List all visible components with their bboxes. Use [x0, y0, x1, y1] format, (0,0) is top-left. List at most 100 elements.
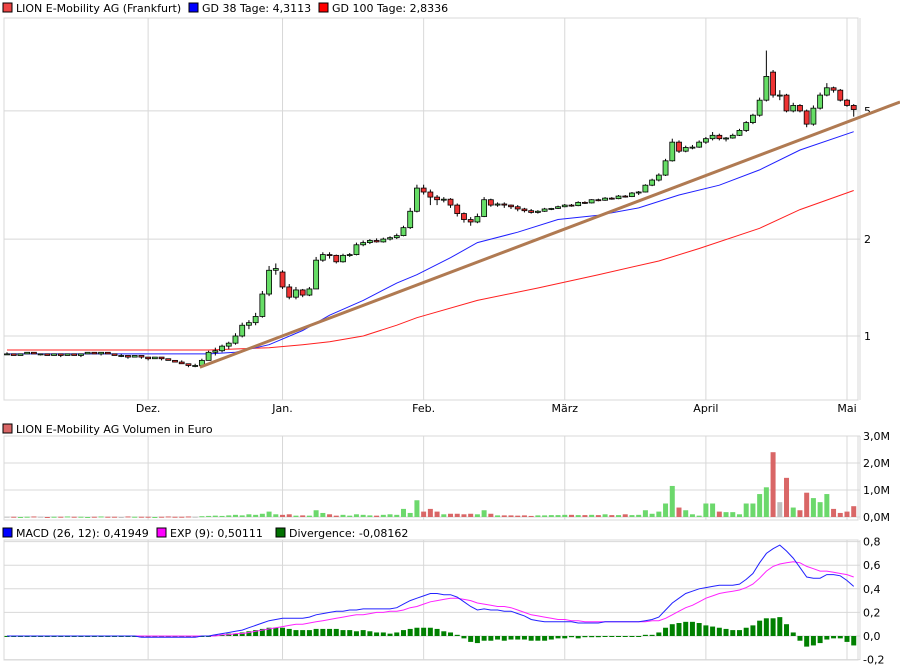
divergence-bar [327, 628, 333, 636]
divergence-bar [454, 634, 460, 636]
volume-bar [78, 516, 84, 518]
candle-body [729, 134, 736, 139]
candle-body [306, 288, 313, 296]
volume-axis-tick-label: 1,0M [863, 484, 890, 497]
candle [575, 201, 582, 207]
volume-bar [11, 516, 17, 518]
volume-bar [112, 516, 118, 518]
candle [770, 70, 776, 98]
month-tick-label: Feb. [412, 402, 435, 415]
divergence-bar [273, 627, 279, 636]
volume-bar [407, 512, 413, 517]
macd-axis-tick-label: 0,2 [863, 606, 881, 619]
volume-bar [743, 503, 749, 517]
volume-bar [730, 512, 736, 517]
candle-body [763, 76, 770, 101]
divergence-bar [468, 636, 474, 642]
volume-bar [293, 515, 299, 517]
volume-bar [374, 515, 380, 517]
candle [508, 204, 514, 209]
candle-body [104, 351, 111, 355]
volume-bar [676, 507, 682, 517]
divergence-bar [266, 627, 272, 636]
divergence-bar [555, 636, 561, 639]
candle-body [803, 110, 810, 125]
candle-body [642, 184, 649, 193]
divergence-bar [851, 636, 857, 646]
candle-body [790, 105, 797, 112]
volume-bar [199, 516, 205, 518]
candle [212, 347, 219, 356]
candle-body [286, 286, 293, 298]
candle [676, 140, 682, 154]
volume-legend-label: LION E-Mobility AG Volumen in Euro [16, 423, 213, 436]
candle [474, 213, 481, 224]
divergence-bar [548, 636, 554, 640]
price-legend-label: LION E-Mobility AG (Frankfurt) [16, 2, 181, 15]
candle [185, 363, 192, 368]
volume-bar [98, 516, 104, 518]
divergence-bar [407, 628, 413, 636]
candle-body [575, 201, 582, 207]
candle [131, 355, 138, 358]
candle [293, 286, 299, 300]
volume-bar [152, 517, 158, 518]
candle-body [178, 361, 185, 365]
candle-body [279, 271, 286, 288]
volume-bar [488, 513, 494, 517]
candle-body [561, 204, 568, 208]
divergence-bar [232, 633, 238, 636]
candle-body [508, 204, 514, 208]
divergence-bar [763, 618, 769, 636]
candle-body [608, 197, 615, 200]
candle [205, 350, 212, 361]
candle [844, 98, 850, 107]
divergence-bar [138, 636, 144, 638]
candle [414, 184, 420, 213]
candle [30, 351, 37, 355]
gd38-legend-label: GD 38 Tage: 4,3113 [202, 2, 311, 15]
volume-bar [340, 514, 346, 517]
candle [709, 132, 716, 141]
volume-bar [616, 515, 622, 517]
candle-body [111, 353, 118, 356]
volume-bar [636, 514, 642, 517]
candle [642, 184, 649, 193]
candle-body [615, 195, 622, 200]
candle-body [844, 99, 850, 106]
candle [326, 252, 333, 259]
divergence-bar [293, 630, 299, 636]
candle [259, 290, 266, 318]
divergence-legend-swatch [275, 527, 286, 538]
volume-bar [313, 510, 319, 517]
candle-body [17, 353, 24, 356]
macd-panel: -0,2 0,0 0,2 0,4 0,6 0,8 [3, 536, 884, 667]
macd-legend-swatch [2, 527, 13, 538]
candle [461, 212, 467, 223]
candle [494, 202, 501, 207]
volume-bar [266, 511, 272, 517]
candle-body [24, 351, 31, 355]
volume-bar [622, 514, 628, 517]
candle [823, 83, 830, 97]
candle-body [555, 206, 561, 209]
volume-bar [51, 516, 57, 518]
divergence-bar [790, 632, 796, 636]
divergence-bar [723, 628, 729, 636]
candle [319, 252, 326, 262]
volume-bar [414, 500, 420, 517]
candle [608, 197, 615, 200]
divergence-bar [810, 636, 816, 646]
candle-body [696, 141, 703, 148]
candle-body [461, 213, 467, 220]
volume-bar [777, 502, 783, 517]
divergence-bar [400, 630, 406, 636]
candle-body [783, 94, 790, 112]
gd100-line [7, 190, 854, 351]
divergence-bar [508, 636, 514, 640]
volume-bar [535, 515, 541, 517]
month-tick-label: Mai [837, 402, 856, 415]
divergence-bar [246, 631, 252, 636]
divergence-bar [521, 636, 527, 640]
volume-bar [481, 510, 487, 517]
